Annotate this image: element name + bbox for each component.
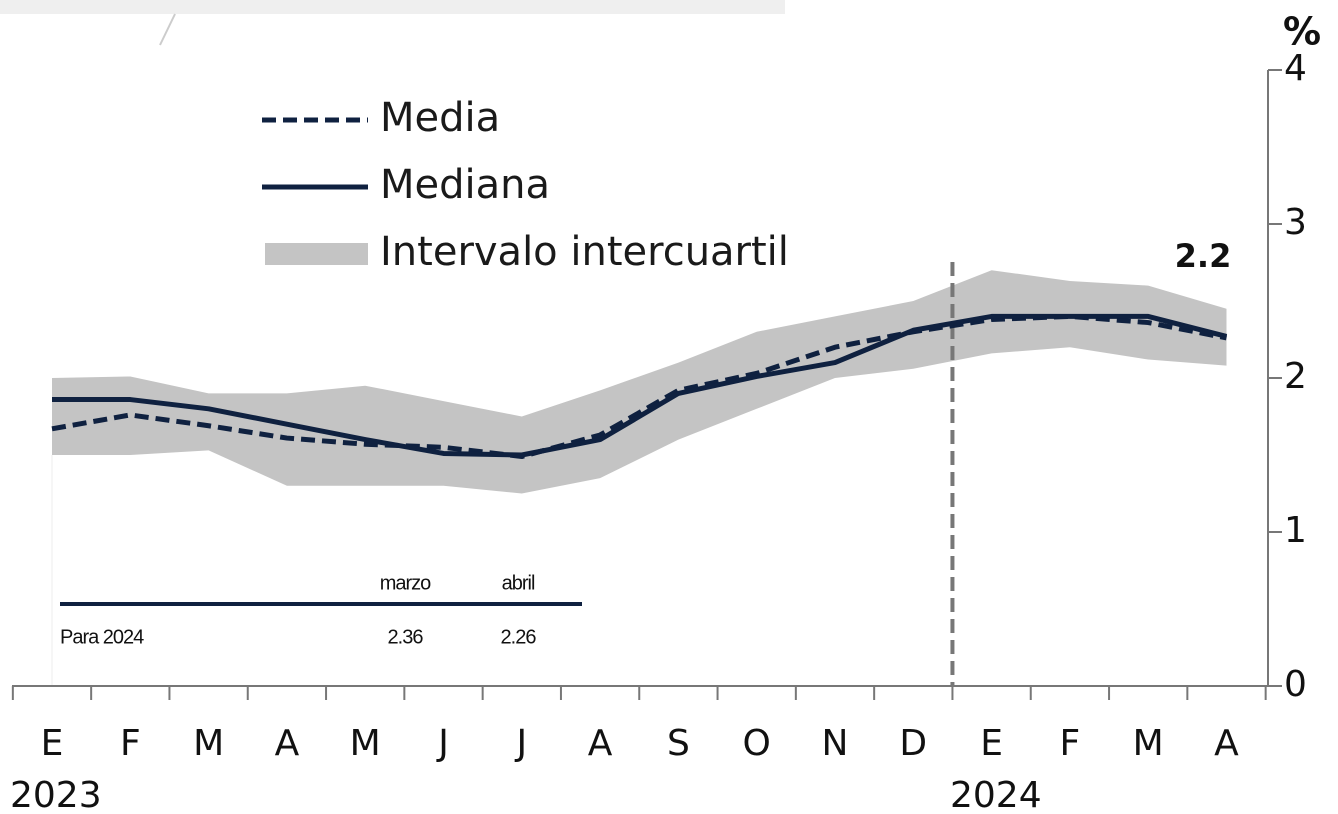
table-cell: 2.26 (501, 626, 537, 648)
x-tick-label: M (1133, 723, 1164, 764)
series-line (52, 313, 1228, 458)
x-tick-label: J (514, 723, 527, 764)
table-cell: Para 2024 (60, 626, 144, 648)
y-tick-label: 1 (1284, 510, 1307, 551)
x-tick-label: J (436, 723, 449, 764)
x-tick-label: F (1060, 723, 1081, 764)
year-label: 2024 (950, 775, 1042, 814)
x-tick-label: A (275, 723, 300, 764)
x-tick-label: S (667, 723, 690, 764)
x-tick-label: A (588, 723, 613, 764)
x-tick-label: E (980, 723, 1003, 764)
legend-swatch (265, 243, 368, 265)
legend-label: Intervalo intercuartil (380, 229, 789, 275)
year-label: 2023 (10, 775, 102, 814)
x-tick-label: F (120, 723, 141, 764)
header-strip (0, 0, 785, 14)
x-tick-label: E (41, 723, 64, 764)
annotation: 2.2 (1175, 237, 1232, 275)
x-tick-label: O (743, 723, 771, 764)
x-tick-label: M (193, 723, 224, 764)
series-line (51, 313, 1227, 460)
y-tick-label: 3 (1284, 202, 1307, 243)
table-header: marzo (380, 572, 431, 594)
table-cell: 2.36 (388, 626, 424, 648)
decor (159, 13, 176, 46)
unit-label: % (1283, 10, 1321, 54)
y-tick-label: 0 (1284, 664, 1307, 705)
y-tick-label: 2 (1284, 356, 1307, 397)
legend-label: Media (380, 95, 500, 141)
table-header: abril (502, 572, 535, 594)
x-tick-label: D (899, 723, 927, 764)
iqr-band (52, 270, 1227, 494)
x-tick-label: M (350, 723, 381, 764)
x-tick-label: A (1214, 723, 1239, 764)
x-tick-label: N (822, 723, 849, 764)
legend-label: Mediana (380, 162, 550, 208)
y-tick-label: 4 (1284, 48, 1307, 89)
